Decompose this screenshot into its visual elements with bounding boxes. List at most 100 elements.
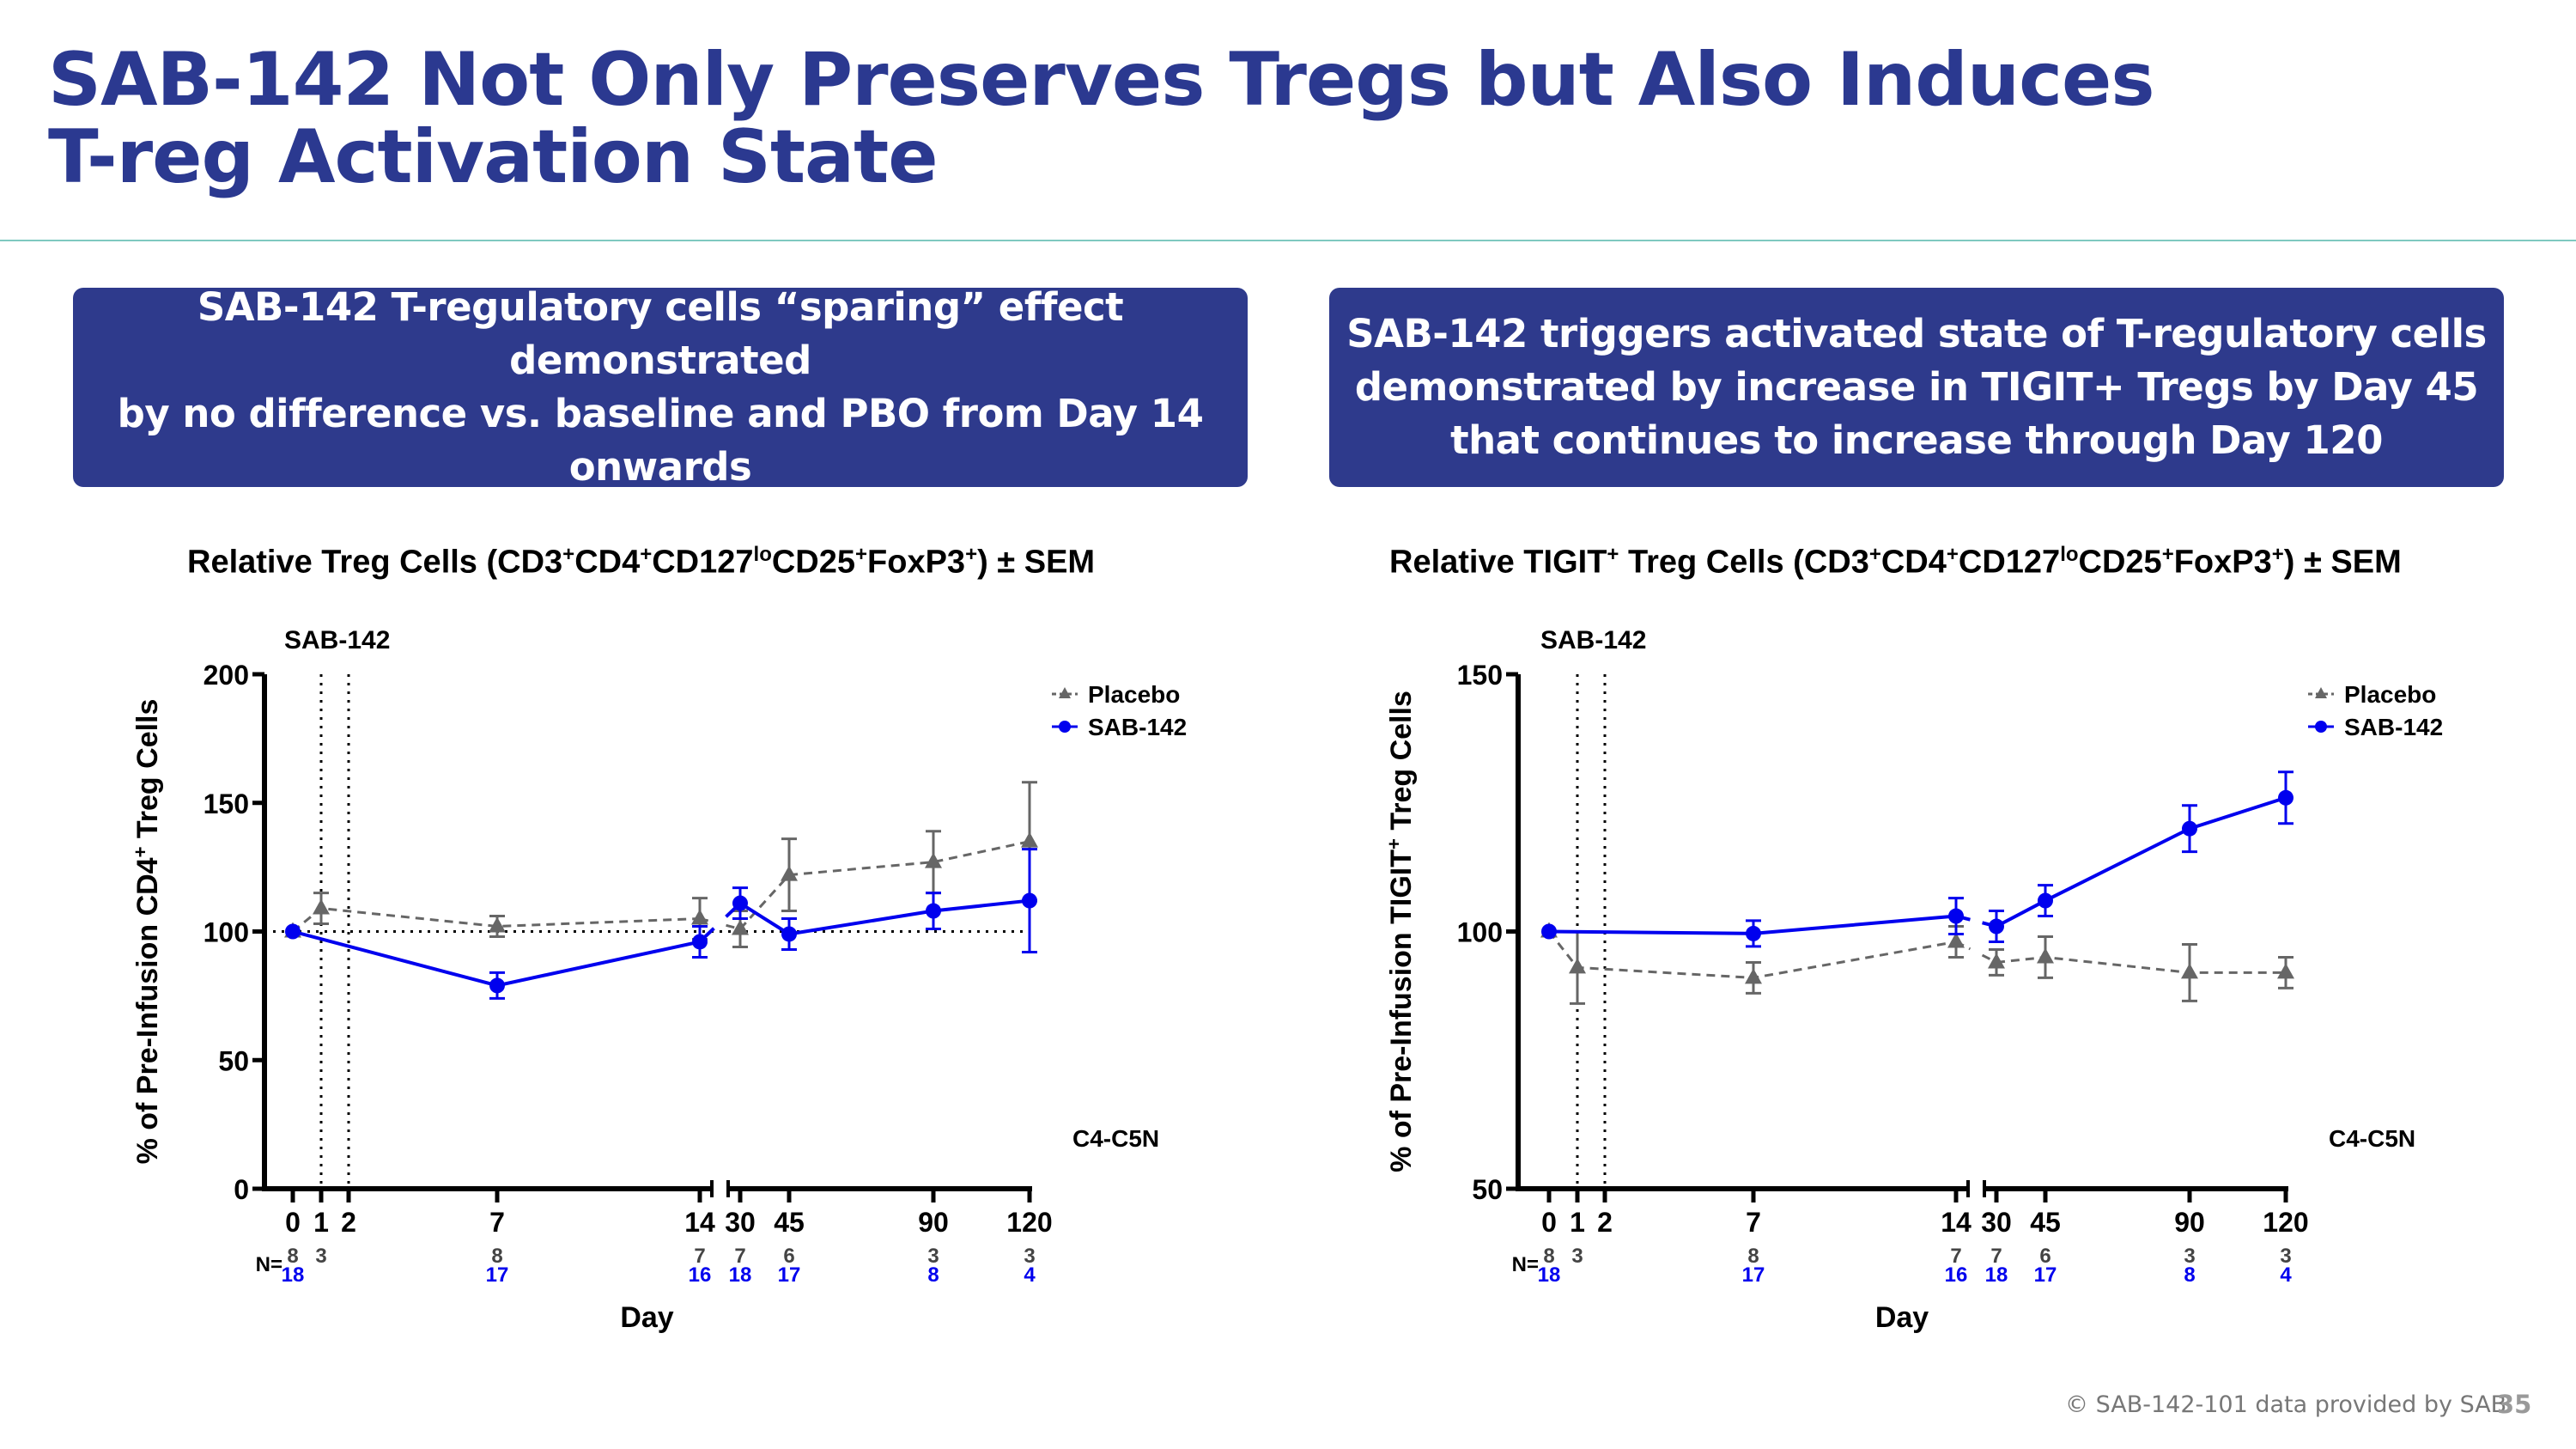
x-tick-label: 14 (684, 1207, 715, 1238)
data-point-circle (489, 977, 505, 994)
y-axis-label-part: Treg Cells (1385, 691, 1418, 838)
chart-title-part: + (562, 543, 575, 566)
title-line-2: T-reg Activation State (48, 114, 939, 200)
data-point-circle (1989, 918, 2004, 935)
data-point-circle (1746, 925, 1761, 941)
y-tick-label: 0 (234, 1174, 249, 1205)
n-count: 18 (729, 1263, 752, 1287)
legend-label: Placebo (2344, 681, 2436, 708)
chart-title-part: lo (753, 543, 772, 566)
n-count: 18 (282, 1263, 305, 1287)
n-count: 3 (927, 1245, 939, 1268)
n-count: 3 (2184, 1245, 2195, 1268)
legend-circle-icon (2315, 721, 2327, 733)
dosing-marker-label: SAB-142 (1540, 626, 1646, 654)
chart-title-part: Relative TIGIT (1389, 544, 1607, 581)
data-point-triangle (489, 916, 506, 933)
n-count: 6 (783, 1245, 794, 1268)
n-count: 16 (689, 1263, 712, 1287)
data-point-circle (285, 923, 301, 940)
series-sab-142: 18 17 16 18 17 8 4 (1538, 770, 2293, 1287)
x-tick-label: 90 (918, 1207, 949, 1238)
n-count: 6 (2039, 1245, 2050, 1268)
x-axis-label: Day (620, 1301, 673, 1334)
legend-triangle-icon (1059, 687, 1071, 698)
data-point-circle (1022, 892, 1037, 909)
y-axis-label: % of Pre-Infusion TIGIT+ Treg Cells (1383, 691, 1419, 1172)
chart-title-part: + (640, 543, 653, 566)
series-line (292, 906, 701, 933)
y-axis-label-part: % of Pre-Infusion TIGIT (1385, 849, 1418, 1172)
legend-triangle-icon (2315, 687, 2327, 698)
dosing-marker-label: SAB-142 (284, 626, 390, 654)
legend-item: Placebo (2308, 681, 2436, 708)
source-note: © SAB-142-101 data provided by SAB (2065, 1391, 2507, 1418)
data-point-triangle (1988, 953, 2005, 969)
chart-1: 50 100 150 0 1 2 7 14 30 45 90 120 SAB-142 % of Pre-I… (1383, 626, 2444, 1334)
n-count: 3 (1571, 1245, 1583, 1268)
y-tick-label: 200 (204, 660, 249, 691)
data-point-triangle (1745, 968, 1762, 984)
n-count: 4 (1024, 1263, 1036, 1287)
page-number: 35 (2497, 1390, 2532, 1419)
chart-title-part: FoxP3 (2173, 544, 2272, 581)
legend-item: Placebo (1052, 681, 1180, 708)
data-point-triangle (2181, 963, 2198, 979)
x-tick-label: 2 (1597, 1207, 1613, 1238)
n-count: 18 (1985, 1263, 2008, 1287)
chart-title-part: + (1607, 543, 1619, 566)
page-title: SAB-142 Not Only Preserves Tregs but Als… (48, 41, 2155, 200)
n-count: 8 (287, 1245, 298, 1268)
data-point-circle (2278, 789, 2293, 806)
chart-title-part: Relative Treg Cells (CD3 (187, 544, 563, 581)
n-count: 17 (2034, 1263, 2057, 1287)
n-count: 18 (1538, 1263, 1561, 1287)
series-line (738, 840, 1030, 930)
n-label: N= (256, 1253, 283, 1276)
x-tick-label: 45 (774, 1207, 805, 1238)
n-count: 4 (2280, 1263, 2292, 1287)
x-tick-label: 45 (2030, 1207, 2061, 1238)
n-count: 7 (1950, 1245, 1961, 1268)
chart-title-part: + (1868, 543, 1881, 566)
chart-title-part: CD4 (574, 544, 641, 581)
chart-title-part: + (965, 543, 978, 566)
callout-left: SAB-142 T-regulatory cells “sparing” eff… (73, 284, 1248, 490)
chart-title-part: CD25 (2078, 544, 2162, 581)
series-line (1547, 930, 1957, 979)
x-tick-label: 0 (1541, 1207, 1557, 1238)
data-point-triangle (1021, 831, 1038, 848)
legend-label: SAB-142 (2344, 714, 2443, 740)
header-divider (0, 240, 2576, 241)
chart-title-part: + (2161, 543, 2174, 566)
chart-title-part: ) ± SEM (2283, 544, 2402, 581)
n-count: 7 (1990, 1245, 2002, 1268)
data-point-triangle (781, 865, 798, 881)
chart-title-tigit: Relative TIGIT+ Treg Cells (CD3+CD4+CD12… (1389, 543, 2402, 581)
y-tick-label: 50 (218, 1045, 249, 1076)
callout-line: that continues to increase through Day 1… (1450, 417, 2383, 463)
series-line-break-stub (726, 923, 741, 930)
chart-title-part: CD25 (771, 544, 856, 581)
y-axis-label-part: Treg Cells (131, 699, 164, 847)
x-tick-label: 30 (725, 1207, 756, 1238)
callout-line: SAB-142 T-regulatory cells “sparing” eff… (197, 284, 1124, 383)
chart-title-part: CD4 (1880, 544, 1947, 581)
series-line (1996, 795, 2287, 928)
data-point-triangle (2037, 947, 2054, 964)
x-tick-label: 120 (2263, 1207, 2308, 1238)
callout-line: by no difference vs. baseline and PBO fr… (117, 391, 1204, 490)
chart-title-part: ) ± SEM (977, 544, 1096, 581)
n-count: 8 (491, 1245, 502, 1268)
n-count: 8 (1543, 1245, 1554, 1268)
legend-item: SAB-142 (2308, 714, 2443, 740)
chart-title-part: CD127 (652, 544, 754, 581)
chart-title-treg: Relative Treg Cells (CD3+CD4+CD127loCD25… (187, 543, 1095, 581)
legend-item: SAB-142 (1052, 714, 1187, 740)
data-point-triangle (313, 898, 330, 915)
cohort-annotation: C4-C5N (1072, 1125, 1159, 1152)
y-tick-label: 100 (204, 917, 249, 948)
chart-title-part: + (855, 543, 868, 566)
callout-line: SAB-142 triggers activated state of T-re… (1346, 311, 2487, 356)
